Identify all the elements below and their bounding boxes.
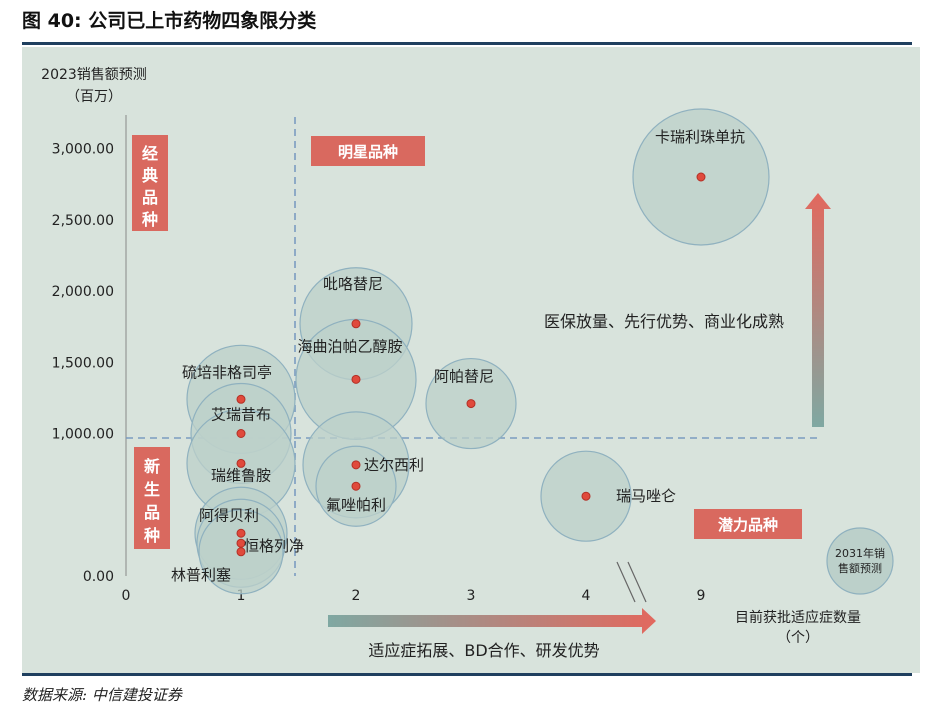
quadrant-star-label: 明星品种 <box>338 143 398 161</box>
data-point <box>236 394 246 404</box>
chart-svg: 2023销售额预测 （百万） 目前获批适应症数量 （个） 0.00 1,000.0… <box>41 67 894 660</box>
axis-break-mark <box>616 561 636 603</box>
quadrant-potential-box <box>694 509 802 539</box>
size-legend-line: 2031年销 <box>835 546 885 560</box>
x-tick-label: 2 <box>352 588 361 604</box>
x-tick-label: 1 <box>237 588 246 604</box>
data-point <box>351 481 361 491</box>
y-tick-label: 2,000.00 <box>52 284 114 300</box>
chart-title: 图 40: 公司已上市药物四象限分类 <box>22 10 317 32</box>
point-label: 艾瑞昔布 <box>211 406 271 424</box>
vertical-gradient-arrow <box>805 193 831 427</box>
x-tick-label: 0 <box>122 588 131 604</box>
data-point <box>466 399 476 409</box>
data-point <box>351 319 361 329</box>
data-point <box>236 538 246 548</box>
quadrant-label-char: 经 <box>142 144 158 163</box>
point-label: 吡咯替尼 <box>323 275 383 293</box>
quadrant-label-char: 生 <box>144 480 160 499</box>
point-label: 瑞马唑仑 <box>616 487 676 505</box>
y-tick-label: 1,500.00 <box>52 355 114 371</box>
point-label: 阿帕替尼 <box>434 368 494 386</box>
point-label: 瑞维鲁胺 <box>211 466 271 484</box>
quadrant-label-char: 新 <box>144 457 160 476</box>
axis-break-mark <box>627 561 647 603</box>
quadrant-potential-label: 潜力品种 <box>718 516 778 534</box>
quadrant-new-box <box>134 447 170 549</box>
data-point <box>236 547 246 557</box>
point-label: 硫培非格司亭 <box>182 363 272 381</box>
quadrant-classic-box <box>132 135 168 231</box>
horizontal-arrow-caption: 适应症拓展、BD合作、研发优势 <box>368 641 599 660</box>
size-legend-line: 售额预测 <box>838 561 882 575</box>
quadrant-label-char: 典 <box>142 166 158 185</box>
point-label: 阿得贝利 <box>199 506 259 524</box>
y-axis-unit: （百万） <box>66 89 122 105</box>
point-label: 林普利塞 <box>171 566 231 584</box>
x-tick-label: 9 <box>697 588 706 604</box>
point-label: 卡瑞利珠单抗 <box>655 128 745 146</box>
point-label: 恒格列净 <box>244 537 304 555</box>
data-point <box>696 172 706 182</box>
x-axis-label: 目前获批适应症数量 <box>735 609 861 626</box>
quadrant-star-box <box>311 136 425 166</box>
y-tick-label: 0.00 <box>83 569 114 585</box>
y-tick-label: 3,000.00 <box>52 142 114 158</box>
data-point <box>236 528 246 538</box>
y-tick-label: 1,000.00 <box>52 427 114 443</box>
quadrant-label-char: 种 <box>141 210 158 229</box>
point-label: 海曲泊帕乙醇胺 <box>297 337 402 355</box>
data-point <box>236 429 246 438</box>
data-point <box>351 460 361 470</box>
bottom-rule <box>22 673 912 676</box>
x-axis-unit: （个） <box>777 630 819 646</box>
quadrant-label-char: 种 <box>143 526 160 545</box>
y-axis-label: 2023销售额预测 <box>41 67 147 83</box>
point-label: 达尔西利 <box>364 456 424 474</box>
title-rule <box>22 42 912 45</box>
quadrant-label-char: 品 <box>142 188 158 207</box>
y-tick-label: 2,500.00 <box>52 213 114 229</box>
point-label: 氟唑帕利 <box>326 496 386 514</box>
data-point <box>236 458 246 468</box>
vertical-arrow-caption: 医保放量、先行优势、商业化成熟 <box>544 312 784 331</box>
size-legend-bubble <box>826 527 894 595</box>
quadrant-label-char: 品 <box>144 503 160 522</box>
horizontal-gradient-arrow <box>328 608 656 634</box>
x-tick-label: 4 <box>582 588 591 604</box>
data-point <box>581 491 591 501</box>
source-note: 数据来源: 中信建投证券 <box>22 686 182 704</box>
x-tick-label: 3 <box>467 588 476 604</box>
data-point <box>351 374 361 384</box>
